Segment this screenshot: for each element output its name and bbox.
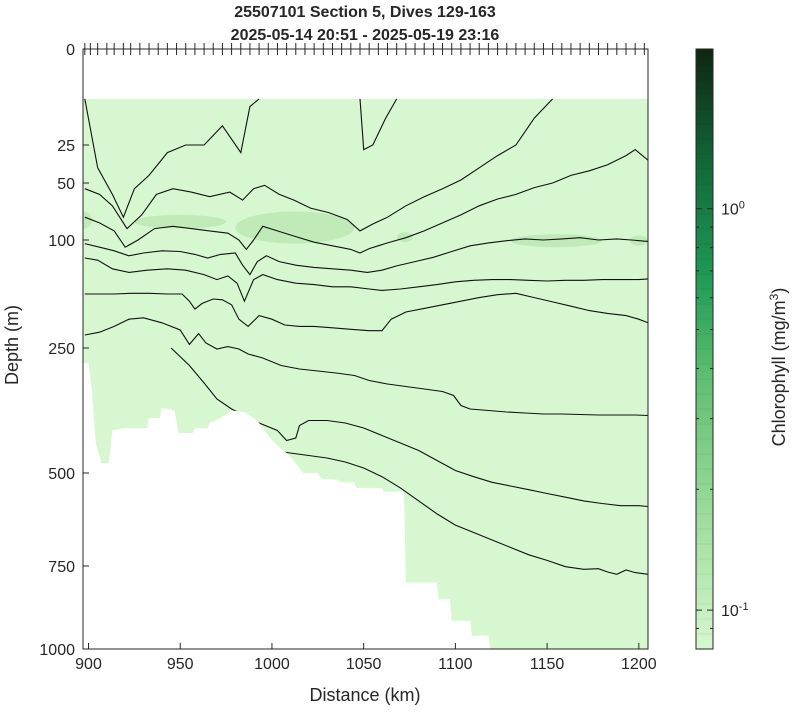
y-axis: 0 25 50 100 250 500 750 1000 bbox=[39, 42, 89, 659]
y-tick-label-0: 0 bbox=[66, 42, 75, 59]
contour-level-6 bbox=[84, 257, 648, 303]
x-tick-label-1000: 1000 bbox=[254, 656, 290, 673]
contour-level-2 bbox=[359, 98, 398, 151]
chlorophyll-max-3 bbox=[396, 232, 413, 243]
y-axis-label: Depth (m) bbox=[2, 305, 22, 385]
chlorophyll-max-2 bbox=[235, 211, 355, 244]
y-tick-label-750: 750 bbox=[48, 559, 75, 576]
chlorophyll-max-1 bbox=[134, 214, 227, 229]
plot-frame bbox=[82, 48, 649, 650]
x-axis: 900 950 1000 1050 1100 1150 1200 bbox=[75, 643, 657, 673]
y-tick-label-50: 50 bbox=[57, 176, 75, 193]
x-tick-label-1200: 1200 bbox=[621, 656, 657, 673]
colorbar-tick-label: 100 bbox=[721, 200, 745, 219]
x-tick-label-1150: 1150 bbox=[530, 656, 565, 673]
chlorophyll-max-0 bbox=[83, 211, 92, 229]
chlorophyll-maxima bbox=[83, 211, 648, 248]
seafloor-mask bbox=[83, 363, 491, 649]
x-tick-label-1100: 1100 bbox=[438, 656, 473, 673]
y-tick-label-1000: 1000 bbox=[39, 642, 75, 659]
colorbar bbox=[695, 48, 714, 650]
contour-level-5 bbox=[84, 237, 648, 276]
dive-markers bbox=[84, 43, 645, 55]
y-tick-label-250: 250 bbox=[48, 341, 75, 358]
y-tick-label-25: 25 bbox=[57, 138, 75, 155]
colorbar-label-sup: 3 bbox=[767, 293, 781, 300]
contour-level-3 bbox=[84, 98, 553, 232]
colorbar-label-end: ) bbox=[769, 288, 789, 294]
x-axis-label: Distance (km) bbox=[309, 685, 420, 705]
contour-level-4 bbox=[84, 148, 648, 254]
y-tick-label-100: 100 bbox=[48, 233, 75, 250]
x-tick-label-1050: 1050 bbox=[346, 656, 382, 673]
contour-level-8 bbox=[84, 317, 648, 417]
colorbar-label-main: Chlorophyll (mg/m bbox=[769, 300, 789, 446]
colorbar-tick-label: 10-1 bbox=[721, 601, 749, 620]
chart-subtitle: 2025-05-14 20:51 - 2025-05-19 23:16 bbox=[231, 27, 500, 44]
chart-title: 25507101 Section 5, Dives 129-163 bbox=[234, 4, 496, 21]
x-tick-label-900: 900 bbox=[75, 656, 102, 673]
y-tick-label-500: 500 bbox=[48, 466, 75, 483]
colorbar-label: Chlorophyll (mg/m3) bbox=[767, 288, 789, 447]
contour-level-1 bbox=[84, 98, 260, 219]
chlorophyll-max-4 bbox=[510, 234, 603, 248]
contour-level-7 bbox=[84, 292, 648, 332]
colorbar-ticks: 100 10-1 bbox=[696, 63, 749, 650]
x-tick-label-950: 950 bbox=[167, 656, 194, 673]
